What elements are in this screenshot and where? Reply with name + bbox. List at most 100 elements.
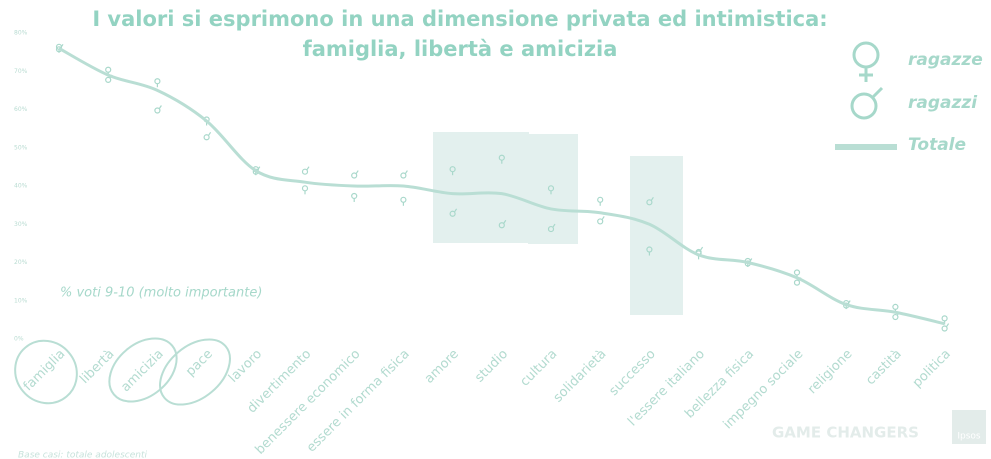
marker-ring [449,210,456,217]
highlight [630,156,683,315]
male-marker [301,166,310,175]
male-marker [203,131,212,141]
marker-ring [793,279,801,286]
x-tick-label: religione [805,347,855,397]
legend-symbol [852,41,880,69]
y-tick-label: 70% [14,68,28,75]
highlight [433,132,529,243]
marker-ring [301,185,309,192]
brand: GAME CHANGERS [772,424,919,442]
marker-arrow [404,170,408,174]
marker-ring [498,222,505,229]
marker-arrow [847,300,851,304]
y-tick-label: 40% [14,183,28,190]
legend: ragazze ragazzi Totale [835,41,983,155]
male-marker [498,219,507,229]
marker-arrow [552,223,556,228]
legend-label: ragazze [908,50,983,70]
marker-ring [203,134,210,141]
male-marker [547,223,556,233]
marker-ring [105,76,112,84]
x-tick-label: pace [183,347,216,380]
marker-arrow [601,216,605,220]
marker-ring [646,199,653,206]
x-tick-label: essere in forma fisica [304,347,413,456]
marker-arrow [700,246,704,251]
marker-ring [400,196,407,203]
legend-label: ragazzi [908,93,978,113]
y-tick-label: 0% [14,336,24,343]
female-marker [400,196,407,206]
legend-symbol [871,86,884,99]
total-line [58,46,945,326]
marker-ring [597,196,604,203]
y-tick-label: 30% [14,221,28,228]
marker-ring [154,107,161,114]
y-tick-label: 10% [14,297,28,304]
female-marker [498,154,505,164]
female-marker [154,78,161,88]
marker-arrow [454,208,458,213]
x-tick-label: libertà [77,347,117,387]
x-tick-label: studio [472,347,511,386]
marker-arrow [306,166,310,171]
marker-ring [351,172,358,179]
legend-label: Totale [908,135,966,155]
marker-arrow [355,170,359,174]
marker-ring [105,66,112,73]
y-tick-label: 80% [14,30,28,37]
x-tick-label: famiglia [21,347,69,395]
x-tick-label: lavoro [226,347,265,386]
marker-ring [597,218,604,225]
marker-ring [547,225,555,233]
marker-ring [154,78,161,85]
male-marker [449,208,458,217]
male-marker [597,216,605,225]
marker-arrow [946,323,950,327]
highlight-oval [14,339,78,405]
highlight-oval [159,338,231,406]
marker-arrow [60,43,64,48]
y-tick-label: 60% [14,106,28,113]
x-tick-label: politica [910,347,954,391]
logo-box [952,410,986,444]
male-marker [646,196,654,206]
female-marker [547,185,555,195]
marker-ring [941,325,948,332]
x-tick-label: cultura [517,347,560,390]
marker-ring [793,269,801,276]
marker-ring [941,315,948,322]
marker-ring [892,303,899,310]
female-marker [597,196,604,206]
marker-arrow [158,105,162,109]
marker-ring [351,192,358,200]
marker-arrow [208,131,212,136]
female-marker [449,166,456,176]
logo: Ipsos [957,432,981,442]
marker-arrow [650,196,654,201]
male-marker [154,105,162,114]
marker-arrow [257,166,261,171]
x-tick-label: solidarietà [551,347,610,406]
male-marker [400,170,408,179]
legend-symbol [850,92,878,120]
female-marker [351,192,358,202]
x-tick-label: successo [607,347,659,399]
marker-ring [301,168,309,175]
y-tick-label: 50% [14,144,28,151]
marker-ring [400,172,407,179]
chart-title: I valori si esprimono in una dimensione … [92,7,828,61]
x-tick-label: castità [863,347,904,388]
x-tick-label: amore [422,347,462,387]
annotation: % voti 9-10 (molto importante) [60,286,262,301]
y-tick-label: 20% [14,259,28,266]
marker-arrow [749,258,753,262]
male-marker [941,323,950,332]
female-marker [301,185,309,195]
marker-ring [892,313,899,321]
female-marker [646,246,653,256]
male-marker [351,170,359,179]
footnote: Base casi: totale adolescenti [18,451,147,459]
